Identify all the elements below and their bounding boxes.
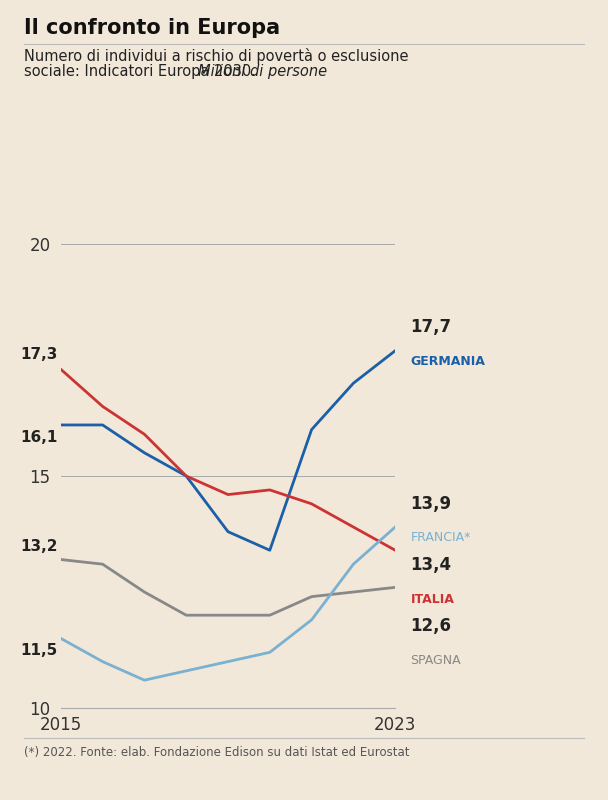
Text: 16,1: 16,1 [20, 430, 58, 445]
Text: Numero di individui a rischio di povertà o esclusione: Numero di individui a rischio di povertà… [24, 48, 409, 64]
Text: (*) 2022. Fonte: elab. Fondazione Edison su dati Istat ed Eurostat: (*) 2022. Fonte: elab. Fondazione Edison… [24, 746, 410, 758]
Text: 12,6: 12,6 [410, 618, 451, 635]
Text: 11,5: 11,5 [20, 643, 58, 658]
Text: GERMANIA: GERMANIA [410, 354, 485, 368]
Text: sociale: Indicatori Europa 2030.: sociale: Indicatori Europa 2030. [24, 64, 261, 79]
Text: SPAGNA: SPAGNA [410, 654, 461, 666]
Text: 17,3: 17,3 [20, 347, 58, 362]
Text: 13,2: 13,2 [20, 539, 58, 554]
Text: Il confronto in Europa: Il confronto in Europa [24, 18, 280, 38]
Text: Milioni di persone: Milioni di persone [198, 64, 326, 79]
Text: 13,9: 13,9 [410, 494, 452, 513]
Text: ITALIA: ITALIA [410, 593, 454, 606]
Text: FRANCIA*: FRANCIA* [410, 531, 471, 544]
Text: 17,7: 17,7 [410, 318, 452, 336]
Text: 13,4: 13,4 [410, 556, 452, 574]
